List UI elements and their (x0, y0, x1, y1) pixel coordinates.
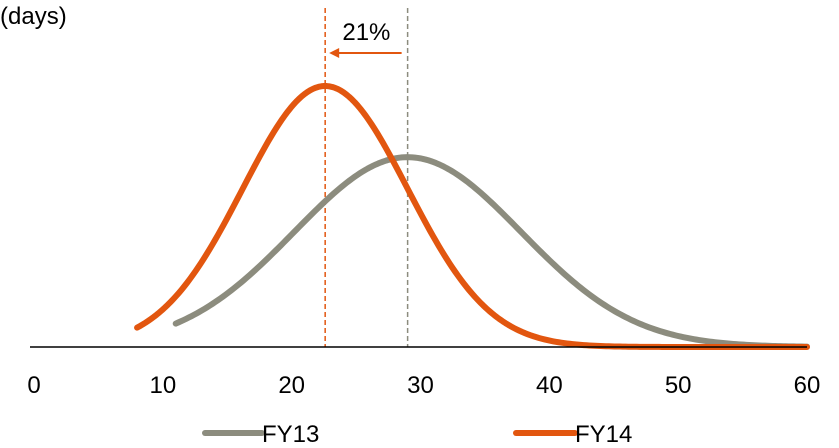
x-tick-label: 20 (278, 372, 305, 399)
reference-lines (324, 8, 409, 347)
x-tick-label: 60 (794, 372, 821, 399)
series-line-fy14 (134, 83, 810, 350)
curves (134, 83, 810, 350)
annotation-arrow-head (329, 48, 340, 58)
annotation-label: 21% (342, 19, 390, 46)
change-annotation: 21% (329, 19, 402, 58)
x-tick-labels: 0 10 20 30 40 50 60 (27, 372, 820, 399)
y-axis-label: (days) (0, 3, 67, 30)
x-tick-label: 30 (407, 372, 434, 399)
x-tick-label: 0 (27, 372, 40, 399)
x-tick-label: 10 (149, 372, 176, 399)
legend-label-fy13: FY13 (262, 421, 319, 448)
series-line-fy13 (172, 154, 810, 350)
x-tick-label: 50 (665, 372, 692, 399)
x-tick-label: 40 (536, 372, 563, 399)
legend: FY13 FY14 (202, 421, 632, 448)
legend-label-fy14: FY14 (575, 421, 632, 448)
